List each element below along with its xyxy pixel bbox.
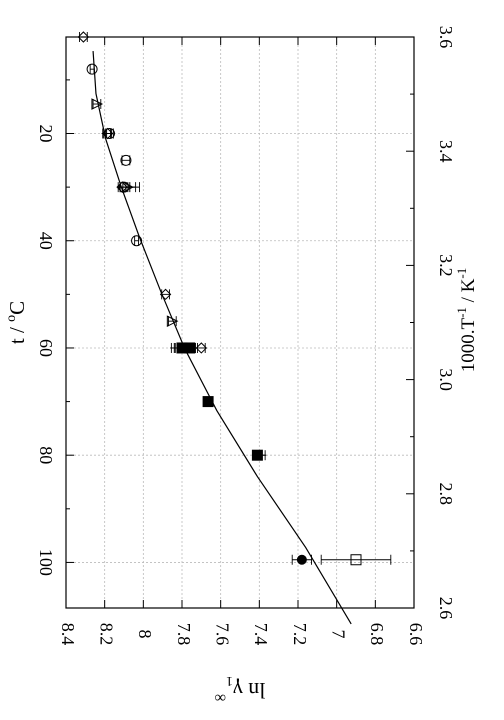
plot-frame bbox=[65, 36, 415, 609]
temperature-axis-label-sup: o bbox=[4, 315, 19, 322]
y-tick-label: 7 bbox=[329, 630, 349, 639]
data-points-layer bbox=[77, 31, 392, 566]
y-tick-label: 6.6 bbox=[406, 623, 426, 646]
data-point bbox=[120, 154, 132, 166]
inverse-temperature-tick-label: 3.6 bbox=[436, 26, 456, 49]
data-point bbox=[251, 449, 263, 461]
y-tick-label: 8.2 bbox=[97, 623, 117, 646]
marker-diamond bbox=[159, 288, 172, 301]
data-point bbox=[101, 128, 112, 139]
inverse-temperature-axis-label-sup2: -1 bbox=[454, 268, 469, 279]
y-tick-label: 7.4 bbox=[251, 623, 271, 646]
fit-curve bbox=[92, 51, 352, 625]
data-point bbox=[91, 98, 104, 110]
y-axis-label: ln γ1 ∞ bbox=[215, 673, 266, 706]
y-tick-label: 7.6 bbox=[213, 623, 233, 646]
inverse-temperature-axis-label-main: 1000.T bbox=[458, 318, 479, 373]
data-point bbox=[291, 554, 312, 565]
marker-square-filled bbox=[184, 342, 196, 354]
marker-triangle bbox=[91, 98, 104, 110]
temperature-tick-label: 80 bbox=[36, 446, 56, 464]
data-point bbox=[86, 63, 98, 75]
y-tick-label: 7.8 bbox=[174, 623, 194, 646]
fit-curve-layer bbox=[92, 51, 352, 625]
y-tick-label: 6.8 bbox=[367, 623, 387, 646]
temperature-tick-label: 60 bbox=[36, 339, 56, 357]
inverse-temperature-axis-label-unit: / K bbox=[458, 278, 479, 307]
temperature-tick-label: 20 bbox=[36, 125, 56, 143]
data-point bbox=[195, 342, 208, 354]
axis-ticks: 8.4 8.2 8 7.8 7.6 7.4 7.2 7 6.8 6.6 20 40 60 80 100 2.6… bbox=[36, 26, 456, 646]
inverse-temperature-axis-label-sup1: -1 bbox=[454, 307, 469, 318]
marker-diamond bbox=[77, 31, 90, 43]
marker-square-filled bbox=[176, 342, 188, 354]
data-point bbox=[119, 182, 140, 193]
data-point bbox=[159, 288, 172, 301]
marker-square-open bbox=[350, 554, 362, 566]
temperature-axis-label-main: t / bbox=[5, 322, 29, 344]
marker-diamond bbox=[195, 342, 208, 354]
marker-triangle bbox=[166, 315, 179, 327]
y-axis-label-sub: 1 bbox=[226, 673, 233, 688]
grid-lines bbox=[66, 37, 414, 608]
inverse-temperature-axis-label: 1000.T-1 / K-1 bbox=[454, 268, 479, 373]
inverse-temperature-tick-label: 3.0 bbox=[436, 368, 456, 391]
y-tick-label: 8.4 bbox=[58, 623, 78, 646]
data-point bbox=[183, 342, 196, 354]
marker-circle-filled bbox=[296, 554, 307, 565]
temperature-tick-label: 100 bbox=[36, 549, 56, 576]
inverse-temperature-tick-label: 3.4 bbox=[436, 140, 456, 163]
data-point bbox=[131, 235, 143, 247]
data-point bbox=[202, 396, 214, 408]
y-tick-label: 7.2 bbox=[290, 623, 310, 646]
y-axis-label-sup: ∞ bbox=[215, 689, 226, 706]
temperature-tick-label: 40 bbox=[36, 232, 56, 250]
marker-circle bbox=[86, 63, 98, 75]
marker-square-filled bbox=[251, 449, 263, 461]
inverse-temperature-tick-label: 2.8 bbox=[436, 483, 456, 506]
marker-square-filled bbox=[202, 396, 214, 408]
data-point bbox=[320, 554, 392, 566]
temperature-axis-label: t / oC bbox=[4, 301, 29, 344]
temperature-axis-label-unit: C bbox=[5, 301, 29, 315]
data-point bbox=[166, 315, 179, 327]
inverse-temperature-tick-label: 3.2 bbox=[436, 254, 456, 277]
inverse-temperature-tick-label: 2.6 bbox=[436, 597, 456, 620]
y-tick-label: 8 bbox=[135, 630, 155, 639]
y-axis-label-main: ln γ bbox=[233, 678, 266, 703]
marker-circle bbox=[120, 154, 132, 166]
marker-circle bbox=[131, 235, 143, 247]
